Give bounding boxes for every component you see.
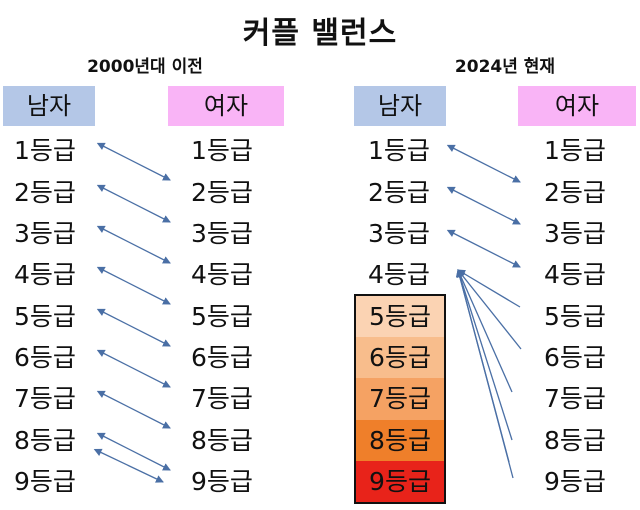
right-female-grade-6: 6등급 [544, 343, 606, 372]
left-female-grade-1: 1등급 [191, 136, 253, 165]
right-female-grade-4: 4등급 [544, 260, 606, 289]
right-female-grade-8: 8등급 [544, 426, 606, 455]
left-female-grade-8: 8등급 [191, 426, 253, 455]
right-subtitle: 2024년 현재 [454, 57, 556, 77]
left-match-arrow-7 [96, 390, 171, 429]
fan-arrow-4 [456, 269, 513, 441]
right-female-grade-7: 7등급 [544, 384, 606, 413]
right-female-grade-3: 3등급 [544, 219, 606, 248]
right-male-grade-4: 4등급 [368, 260, 430, 289]
left-male-grade-1: 1등급 [14, 136, 76, 165]
fan-arrow-6 [455, 269, 510, 463]
right-male-box-grade-5: 5등급 [356, 296, 444, 338]
left-subtitle: 2000년대 이전 [87, 57, 203, 77]
left-male-grade-2: 2등급 [14, 178, 76, 207]
fan-arrow-2 [457, 269, 522, 350]
right-female-grade-9: 9등급 [544, 467, 606, 496]
right-male-box-grade-9: 9등급 [356, 460, 444, 502]
left-female-grade-9: 9등급 [191, 467, 253, 496]
right-female-grade-5: 5등급 [544, 302, 606, 331]
left-male-grade-7: 7등급 [14, 384, 76, 413]
left-male-header: 남자 [3, 86, 95, 126]
fan-arrow-1 [457, 269, 521, 308]
right-male-header: 남자 [354, 86, 446, 126]
right-male-grade-1: 1등급 [368, 136, 430, 165]
right-match-arrow-1 [446, 144, 521, 183]
right-match-arrow-3 [446, 229, 521, 268]
right-male-grade-3: 3등급 [368, 219, 430, 248]
low-grade-male-box: 5등급 6등급 7등급 8등급 9등급 [354, 294, 446, 504]
left-female-grade-3: 3등급 [191, 219, 253, 248]
left-male-grade-5: 5등급 [14, 302, 76, 331]
right-female-grade-1: 1등급 [544, 136, 606, 165]
left-match-arrow-1 [96, 142, 171, 181]
left-match-arrow-9 [93, 448, 164, 483]
left-match-arrow-6 [96, 349, 171, 388]
fan-arrow-3 [457, 269, 513, 393]
left-female-grade-5: 5등급 [191, 302, 253, 331]
right-male-box-grade-7: 7등급 [356, 378, 444, 420]
left-female-grade-2: 2등급 [191, 178, 253, 207]
right-male-box-grade-6: 6등급 [356, 337, 444, 379]
right-female-header: 여자 [518, 86, 636, 126]
left-match-arrow-5 [96, 308, 171, 347]
right-male-box-grade-8: 8등급 [356, 419, 444, 461]
page-title: 커플 밸런스 [242, 16, 398, 51]
left-match-arrow-8 [96, 432, 171, 471]
left-male-grade-9: 9등급 [14, 467, 76, 496]
right-female-grade-2: 2등급 [544, 178, 606, 207]
right-male-grade-2: 2등급 [368, 178, 430, 207]
left-male-grade-3: 3등급 [14, 219, 76, 248]
left-male-grade-6: 6등급 [14, 343, 76, 372]
left-match-arrow-4 [96, 266, 171, 305]
left-male-grade-4: 4등급 [14, 260, 76, 289]
left-female-header: 여자 [168, 86, 284, 126]
left-female-grade-6: 6등급 [191, 343, 253, 372]
left-match-arrow-3 [96, 225, 171, 264]
left-male-grade-8: 8등급 [14, 426, 76, 455]
left-female-grade-7: 7등급 [191, 384, 253, 413]
left-match-arrow-2 [96, 184, 171, 223]
right-match-arrow-2 [446, 186, 521, 225]
left-female-grade-4: 4등급 [191, 260, 253, 289]
